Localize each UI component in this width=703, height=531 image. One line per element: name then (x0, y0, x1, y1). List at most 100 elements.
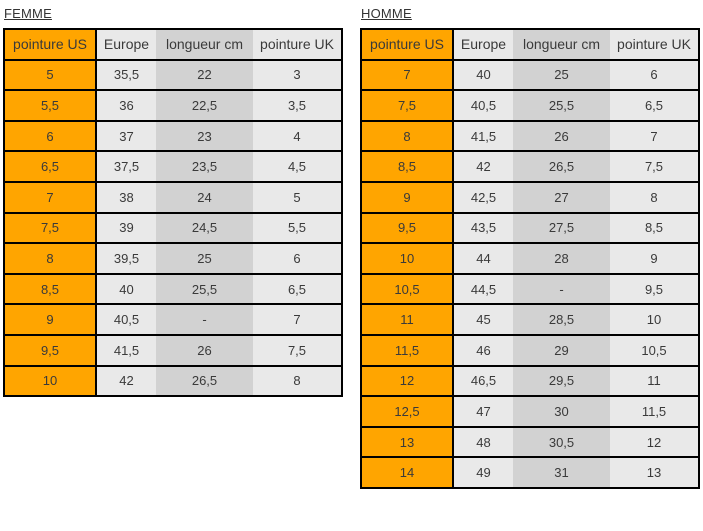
size-cell: 31 (513, 456, 610, 489)
size-cell: 30 (513, 395, 610, 428)
size-cell: 8,5 (361, 150, 454, 183)
size-cell: 6 (4, 119, 97, 153)
size-cell: 37,5 (96, 150, 156, 183)
size-cell: 12 (610, 425, 699, 459)
size-cell: 9 (361, 180, 454, 214)
size-cell: 42 (453, 150, 513, 183)
table-row: 11,5 46 29 10,5 (361, 333, 699, 367)
size-cell: 10 (4, 364, 97, 398)
table-row: 6 37 23 4 (4, 119, 342, 153)
size-cell: 22,5 (156, 89, 253, 122)
table-row: 7 40 25 6 (361, 58, 699, 92)
size-cell: 24,5 (156, 211, 253, 245)
size-cell: 39,5 (96, 242, 156, 275)
table-row: 13 48 30,5 12 (361, 425, 699, 459)
size-cell: 26,5 (513, 150, 610, 183)
size-cell: 37 (96, 119, 156, 153)
size-cell: 44,5 (453, 272, 513, 306)
homme-header-longueur-cm: longueur cm (513, 28, 610, 61)
size-cell: 6,5 (610, 89, 699, 122)
size-cell: 46,5 (453, 364, 513, 398)
size-cell: 28,5 (513, 303, 610, 336)
size-cell: 30,5 (513, 425, 610, 459)
size-cell: 26 (513, 119, 610, 153)
femme-title: FEMME (4, 6, 52, 21)
size-cell: 44 (453, 242, 513, 275)
size-cell: 48 (453, 425, 513, 459)
size-cell: 27 (513, 180, 610, 214)
size-cell: 10 (361, 242, 454, 275)
size-cell: 42,5 (453, 180, 513, 214)
size-cell: 13 (610, 456, 699, 489)
table-row: 9 42,5 27 8 (361, 180, 699, 214)
femme-size-table: pointure US Europe longueur cm pointure … (3, 28, 343, 398)
table-row: 9 40,5-7 (4, 303, 342, 336)
size-cell: 26 (156, 333, 253, 367)
size-cell: 11 (610, 364, 699, 398)
size-cell: 3 (253, 58, 342, 92)
size-cell: 8 (4, 242, 97, 275)
size-cell: 4 (253, 119, 342, 153)
size-cell: 25 (513, 58, 610, 92)
size-cell: 35,5 (96, 58, 156, 92)
size-cell: 12,5 (361, 395, 454, 428)
size-cell: 6,5 (253, 272, 342, 306)
size-cell: 7 (253, 303, 342, 336)
size-cell: 46 (453, 333, 513, 367)
table-row: 10 42 26,5 8 (4, 364, 342, 398)
size-cell: 3,5 (253, 89, 342, 122)
size-cell: 22 (156, 58, 253, 92)
size-cell: 11 (361, 303, 454, 336)
size-cell: 25 (156, 242, 253, 275)
femme-section: FEMME pointure US Europe longueur cm poi… (3, 5, 343, 398)
size-cell: 7 (4, 180, 97, 214)
size-cell: 23,5 (156, 150, 253, 183)
size-cell: 25,5 (156, 272, 253, 306)
size-cell: 5 (253, 180, 342, 214)
table-row: 8,5 42 26,5 7,5 (361, 150, 699, 183)
table-row: 11 45 28,5 10 (361, 303, 699, 336)
size-cell: 4,5 (253, 150, 342, 183)
table-row: 8 41,5 26 7 (361, 119, 699, 153)
size-cell: 5,5 (4, 89, 97, 122)
size-cell: 6 (610, 58, 699, 92)
size-cell: 49 (453, 456, 513, 489)
table-row: 5 35,5 22 3 (4, 58, 342, 92)
table-row: 7 38 24 5 (4, 180, 342, 214)
size-cell: 8,5 (4, 272, 97, 306)
femme-header-longueur-cm: longueur cm (156, 28, 253, 61)
size-cell: 7 (361, 58, 454, 92)
homme-section: HOMME pointure US Europe longueur cm poi… (360, 5, 700, 489)
table-row: 12,5 47 30 11,5 (361, 395, 699, 428)
femme-header-pointure-uk: pointure UK (253, 28, 342, 61)
size-cell: 7,5 (361, 89, 454, 122)
size-cell: 40,5 (96, 303, 156, 336)
size-cell: 7,5 (4, 211, 97, 245)
size-cell: 7 (610, 119, 699, 153)
size-cell: 24 (156, 180, 253, 214)
size-cell: 11,5 (361, 333, 454, 367)
femme-header-row: pointure US Europe longueur cm pointure … (4, 28, 342, 61)
size-cell: 39 (96, 211, 156, 245)
size-cell: 8 (361, 119, 454, 153)
size-cell: 5 (4, 58, 97, 92)
size-cell: 8,5 (610, 211, 699, 245)
size-cell: 6,5 (4, 150, 97, 183)
size-cell: 8 (253, 364, 342, 398)
size-cell: 27,5 (513, 211, 610, 245)
size-cell: 41,5 (96, 333, 156, 367)
size-cell: 14 (361, 456, 454, 489)
size-cell: 9,5 (610, 272, 699, 306)
size-cell: 5,5 (253, 211, 342, 245)
size-cell: 9,5 (361, 211, 454, 245)
table-row: 10 44 28 9 (361, 242, 699, 275)
size-cell: 36 (96, 89, 156, 122)
size-cell: 25,5 (513, 89, 610, 122)
size-cell: 8 (610, 180, 699, 214)
size-cell: 13 (361, 425, 454, 459)
size-cell: 41,5 (453, 119, 513, 153)
size-cell: 6 (253, 242, 342, 275)
table-row: 8 39,5 25 6 (4, 242, 342, 275)
size-cell: 40 (453, 58, 513, 92)
